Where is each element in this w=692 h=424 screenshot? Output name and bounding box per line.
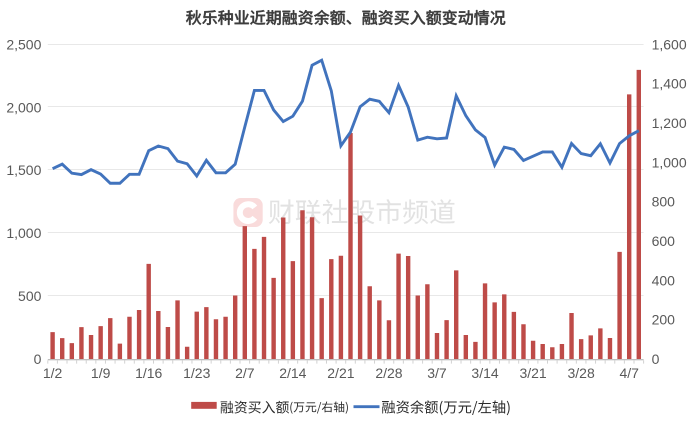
svg-text:4/7: 4/7	[619, 365, 639, 381]
svg-text:1/23: 1/23	[183, 365, 210, 381]
svg-text:0: 0	[652, 351, 660, 367]
svg-text:1,600: 1,600	[652, 36, 687, 52]
svg-text:1/2: 1/2	[43, 365, 63, 381]
svg-text:2/28: 2/28	[375, 365, 402, 381]
svg-text:1/9: 1/9	[91, 365, 111, 381]
svg-text:3/21: 3/21	[519, 365, 546, 381]
svg-text:1,000: 1,000	[652, 154, 687, 170]
svg-text:0: 0	[34, 351, 42, 367]
svg-text:500: 500	[18, 288, 42, 304]
svg-text:2/7: 2/7	[235, 365, 255, 381]
svg-text:2,500: 2,500	[6, 36, 41, 52]
svg-text:2,000: 2,000	[6, 99, 41, 115]
svg-text:3/7: 3/7	[427, 365, 447, 381]
svg-text:3/28: 3/28	[568, 365, 595, 381]
svg-text:200: 200	[652, 312, 676, 328]
svg-text:2/21: 2/21	[327, 365, 354, 381]
svg-text:1,000: 1,000	[6, 225, 41, 241]
svg-text:1/16: 1/16	[135, 365, 162, 381]
svg-text:2/14: 2/14	[279, 365, 306, 381]
svg-text:800: 800	[652, 194, 676, 210]
svg-text:3/14: 3/14	[471, 365, 498, 381]
svg-text:1,500: 1,500	[6, 162, 41, 178]
svg-text:400: 400	[652, 272, 676, 288]
svg-text:600: 600	[652, 233, 676, 249]
svg-text:1,200: 1,200	[652, 115, 687, 131]
svg-text:1,400: 1,400	[652, 76, 687, 92]
